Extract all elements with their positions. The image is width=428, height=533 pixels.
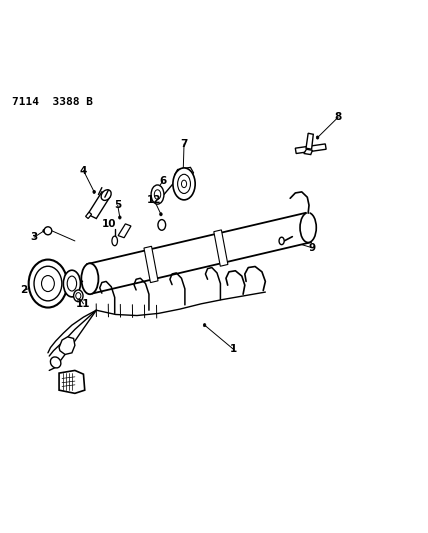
Ellipse shape [39, 283, 41, 286]
Polygon shape [306, 133, 313, 149]
Ellipse shape [279, 237, 284, 245]
Ellipse shape [76, 293, 81, 299]
Ellipse shape [51, 357, 61, 368]
Ellipse shape [101, 190, 111, 200]
Ellipse shape [74, 290, 83, 302]
Ellipse shape [93, 190, 95, 193]
Ellipse shape [300, 213, 316, 243]
Ellipse shape [203, 324, 206, 327]
Ellipse shape [316, 136, 319, 139]
Text: 10: 10 [102, 219, 116, 229]
Ellipse shape [44, 227, 52, 235]
Text: 7114  3388 B: 7114 3388 B [12, 98, 93, 107]
Ellipse shape [77, 294, 80, 297]
Text: 11: 11 [76, 299, 91, 309]
Text: 5: 5 [114, 200, 121, 210]
Ellipse shape [81, 263, 98, 294]
Text: 8: 8 [335, 112, 342, 122]
Text: 4: 4 [80, 166, 87, 175]
Ellipse shape [112, 236, 117, 246]
Ellipse shape [173, 168, 195, 200]
Ellipse shape [43, 229, 45, 232]
Ellipse shape [178, 174, 190, 193]
Ellipse shape [285, 238, 287, 241]
Text: 6: 6 [159, 176, 166, 186]
Text: 12: 12 [147, 195, 161, 205]
Ellipse shape [29, 260, 67, 308]
Ellipse shape [154, 190, 160, 199]
Polygon shape [304, 149, 312, 155]
Text: 3: 3 [31, 232, 38, 242]
Polygon shape [86, 212, 92, 219]
Ellipse shape [42, 276, 54, 292]
Polygon shape [295, 144, 326, 154]
Ellipse shape [151, 185, 164, 204]
Ellipse shape [181, 180, 187, 188]
Ellipse shape [67, 276, 77, 291]
Polygon shape [175, 167, 193, 180]
Text: 9: 9 [309, 243, 316, 253]
Ellipse shape [63, 270, 80, 297]
Ellipse shape [119, 216, 121, 219]
Polygon shape [214, 230, 228, 266]
Ellipse shape [182, 170, 184, 173]
Ellipse shape [160, 213, 162, 216]
Text: 1: 1 [230, 344, 237, 354]
Text: 7: 7 [180, 139, 188, 149]
Text: 2: 2 [20, 286, 27, 295]
Polygon shape [87, 213, 311, 294]
Polygon shape [88, 192, 110, 219]
Polygon shape [118, 224, 131, 238]
Polygon shape [59, 337, 75, 354]
Ellipse shape [34, 266, 62, 301]
Ellipse shape [158, 220, 166, 230]
Ellipse shape [156, 188, 159, 191]
Polygon shape [144, 246, 158, 282]
Polygon shape [59, 370, 85, 393]
